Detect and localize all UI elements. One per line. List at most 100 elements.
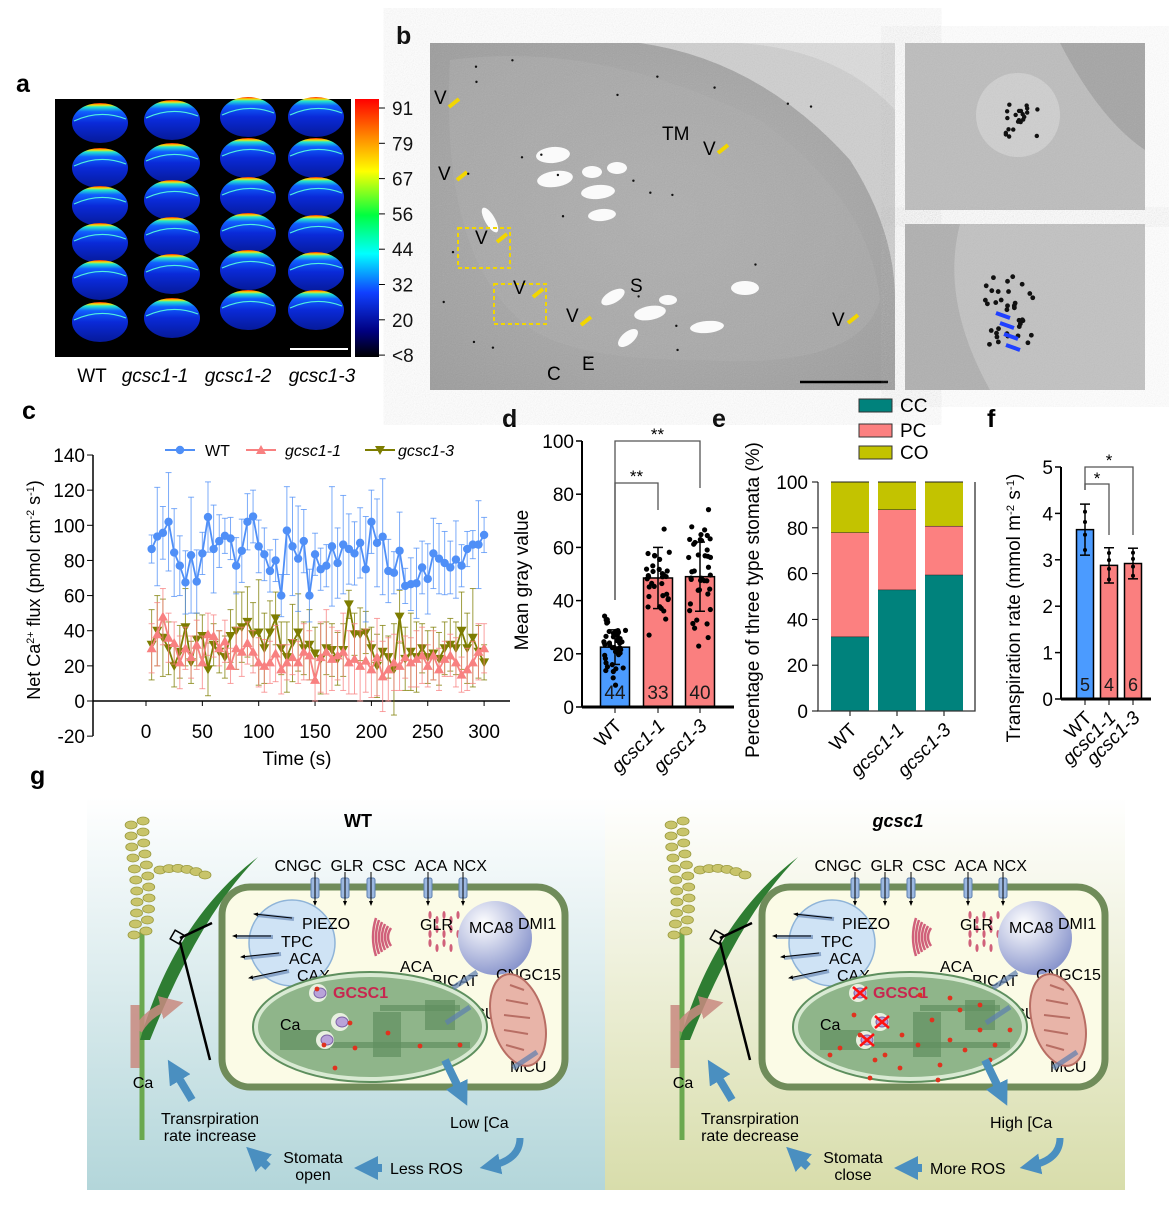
yellow-arrows xyxy=(447,97,860,327)
y-tick-label: 40 xyxy=(64,622,85,643)
gold-particle xyxy=(1005,115,1010,121)
transpiration-change-label: rate decrease xyxy=(701,1128,799,1145)
er-vesicle xyxy=(996,911,1000,919)
data-point xyxy=(282,526,292,535)
yellow-arrow-icon xyxy=(846,313,860,325)
outcome-arrow-icon xyxy=(441,1058,468,1106)
data-point xyxy=(254,542,263,551)
data-point xyxy=(243,517,252,526)
seed-aleurone-signal xyxy=(73,312,127,321)
data-point xyxy=(613,666,619,672)
grain xyxy=(140,860,153,870)
sample-size-label: 4 xyxy=(1104,675,1114,695)
stacked-bar-segment-CO xyxy=(925,482,963,526)
data-point xyxy=(659,580,665,587)
data-point xyxy=(157,611,168,621)
data-point xyxy=(209,544,218,554)
data-point xyxy=(650,568,656,575)
data-point xyxy=(445,650,456,660)
grain xyxy=(667,930,681,940)
grain xyxy=(668,864,681,874)
data-point xyxy=(697,536,703,543)
yellow-arrow-icon xyxy=(531,287,545,299)
organelle-channel-label: DMI1 xyxy=(518,916,556,933)
gold-particle xyxy=(995,289,1001,294)
grain xyxy=(126,853,140,863)
colorbar xyxy=(355,99,379,357)
stacked-bar-segment-CC xyxy=(878,589,916,711)
golgi-cisterna xyxy=(917,921,924,953)
gold-particle xyxy=(467,172,470,176)
data-point xyxy=(208,630,219,640)
data-point xyxy=(646,593,652,600)
grain xyxy=(681,915,694,925)
er-vesicle xyxy=(449,944,453,952)
data-point xyxy=(659,570,665,577)
gold-particle xyxy=(540,153,543,156)
data-point xyxy=(298,646,309,656)
er-vesicle xyxy=(442,939,446,947)
grain xyxy=(680,860,693,870)
data-point xyxy=(360,655,371,665)
mitochondrion-cristae xyxy=(503,984,531,1051)
data-point xyxy=(231,643,242,653)
y-axis-label: Transpiration rate (mmol m-2 s-1) xyxy=(1004,474,1025,743)
data-point xyxy=(616,645,622,651)
calcium-ion xyxy=(897,1065,903,1071)
vacuole-channel-icon xyxy=(251,969,290,981)
data-point xyxy=(237,546,246,555)
grain xyxy=(128,864,141,874)
sample-size-label: 5 xyxy=(1080,675,1090,695)
gold-particle xyxy=(1024,106,1030,111)
grain xyxy=(664,820,678,830)
panel-label-b: b xyxy=(396,22,412,50)
vacuole-channel-icon xyxy=(791,969,830,981)
gold-particle xyxy=(1004,307,1010,313)
up-arrow-icon xyxy=(707,1059,736,1103)
data-point xyxy=(440,558,449,568)
er-vesicle xyxy=(442,930,446,938)
data-point xyxy=(394,660,405,670)
grain xyxy=(665,842,679,852)
superscript: -1 xyxy=(1005,480,1017,490)
y-tick-label: 0 xyxy=(1042,690,1053,711)
er-vesicle xyxy=(989,925,993,933)
data-point xyxy=(707,572,713,578)
data-point xyxy=(219,636,230,646)
gold-particle xyxy=(649,191,652,194)
seed-image xyxy=(220,177,276,217)
y-tick-label: 100 xyxy=(776,473,808,494)
gold-particle xyxy=(1003,132,1009,137)
grain xyxy=(670,897,684,907)
grain xyxy=(682,882,696,892)
seed-image xyxy=(144,254,200,294)
seed-aleurone-signal xyxy=(73,196,127,205)
grain xyxy=(142,882,156,892)
y-tick-label: 2 xyxy=(1042,597,1053,618)
data-point xyxy=(615,629,622,635)
nucleus xyxy=(998,901,1072,975)
series-line xyxy=(150,514,485,596)
data-point xyxy=(164,517,173,526)
golgi-cisterna xyxy=(926,927,933,947)
grain xyxy=(142,904,155,914)
grain xyxy=(669,919,682,929)
gold-particle xyxy=(475,80,478,84)
gold-particle xyxy=(1027,291,1033,296)
gold-particle xyxy=(987,341,992,347)
vacuole-channel-icon xyxy=(783,952,822,960)
vacuole-channel-label: ACA xyxy=(829,951,862,968)
gold-particle xyxy=(1006,289,1011,294)
data-point xyxy=(645,550,651,557)
gold-particle xyxy=(1007,102,1012,107)
stomata-label: Stomata xyxy=(823,1150,883,1167)
gold-particle xyxy=(994,330,999,336)
data-point xyxy=(361,565,370,574)
legend-label: WT xyxy=(205,443,230,460)
gold-particle xyxy=(671,193,674,197)
tem-texture xyxy=(905,43,1145,210)
calcium-ion xyxy=(915,1042,921,1048)
transporter-icon xyxy=(444,1004,472,1026)
y-tick-label: 60 xyxy=(553,538,574,559)
starch-grain xyxy=(690,320,724,334)
